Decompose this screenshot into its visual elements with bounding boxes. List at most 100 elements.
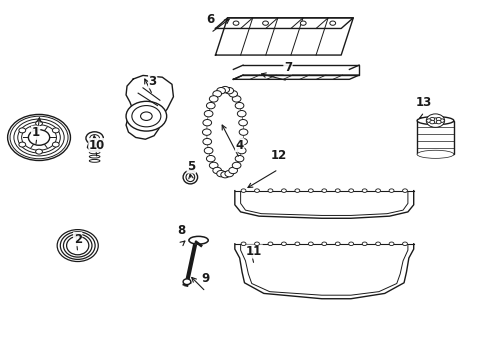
Circle shape [183,279,190,284]
Circle shape [204,111,213,117]
Circle shape [235,103,244,109]
Circle shape [375,242,380,246]
Text: 11: 11 [245,245,262,258]
Circle shape [241,189,245,192]
Text: 9: 9 [201,271,209,284]
Polygon shape [126,76,173,139]
Polygon shape [234,191,413,218]
Circle shape [126,101,166,131]
Circle shape [140,112,152,121]
Circle shape [254,189,259,192]
Text: 12: 12 [270,149,286,162]
Circle shape [431,118,438,123]
Circle shape [224,170,233,177]
Circle shape [267,242,272,246]
Text: 3: 3 [148,75,156,88]
Circle shape [228,91,237,97]
Ellipse shape [416,150,453,158]
Circle shape [321,189,326,192]
Polygon shape [234,244,413,299]
Circle shape [203,120,211,126]
Circle shape [36,149,42,154]
Circle shape [19,142,26,147]
Circle shape [294,189,299,192]
Text: 10: 10 [89,139,105,152]
Circle shape [439,119,444,122]
Circle shape [232,162,241,168]
Circle shape [429,117,434,121]
Circle shape [308,242,313,246]
Circle shape [388,242,393,246]
Circle shape [308,189,313,192]
Circle shape [402,189,407,192]
Circle shape [86,132,103,145]
Circle shape [52,142,59,147]
Circle shape [237,147,245,154]
Circle shape [90,135,99,142]
Circle shape [28,130,50,145]
Circle shape [216,87,225,94]
Polygon shape [215,18,352,55]
Circle shape [238,139,247,145]
Circle shape [267,189,272,192]
Circle shape [348,189,353,192]
Circle shape [224,87,233,94]
Circle shape [300,21,305,25]
Circle shape [262,21,268,25]
Text: 13: 13 [414,96,430,109]
Circle shape [209,162,218,168]
Circle shape [202,129,211,135]
Circle shape [375,189,380,192]
Circle shape [321,242,326,246]
Circle shape [36,121,42,126]
Text: 5: 5 [187,160,195,173]
Circle shape [221,86,229,93]
Text: 2: 2 [74,233,81,246]
Circle shape [206,103,215,109]
Circle shape [204,147,213,154]
Circle shape [238,120,247,126]
Polygon shape [87,140,102,151]
Ellipse shape [183,170,197,184]
Text: 4: 4 [235,139,244,152]
Ellipse shape [416,117,453,125]
Polygon shape [215,18,352,28]
Circle shape [203,139,211,145]
Circle shape [233,21,239,25]
Circle shape [228,167,237,174]
Circle shape [52,128,59,133]
Circle shape [8,114,70,161]
Circle shape [281,242,286,246]
Text: 7: 7 [284,61,291,74]
Circle shape [435,120,440,124]
Circle shape [212,91,221,97]
Circle shape [216,170,225,177]
Circle shape [429,120,434,124]
Text: 6: 6 [206,13,214,26]
Circle shape [209,96,218,102]
Circle shape [237,111,245,117]
Circle shape [294,242,299,246]
Circle shape [388,189,393,192]
Circle shape [132,105,161,127]
Circle shape [348,242,353,246]
Circle shape [426,114,444,127]
Circle shape [206,156,215,162]
Ellipse shape [185,173,194,181]
Circle shape [329,21,335,25]
Circle shape [362,189,366,192]
Circle shape [241,242,245,246]
Circle shape [254,242,259,246]
Circle shape [362,242,366,246]
Circle shape [212,167,221,174]
Circle shape [19,128,26,133]
Ellipse shape [188,237,208,244]
Bar [416,121,453,154]
Circle shape [239,129,247,135]
Circle shape [281,189,286,192]
Circle shape [232,96,241,102]
Circle shape [402,242,407,246]
Circle shape [335,189,340,192]
Text: 1: 1 [32,126,40,139]
Circle shape [221,171,229,178]
